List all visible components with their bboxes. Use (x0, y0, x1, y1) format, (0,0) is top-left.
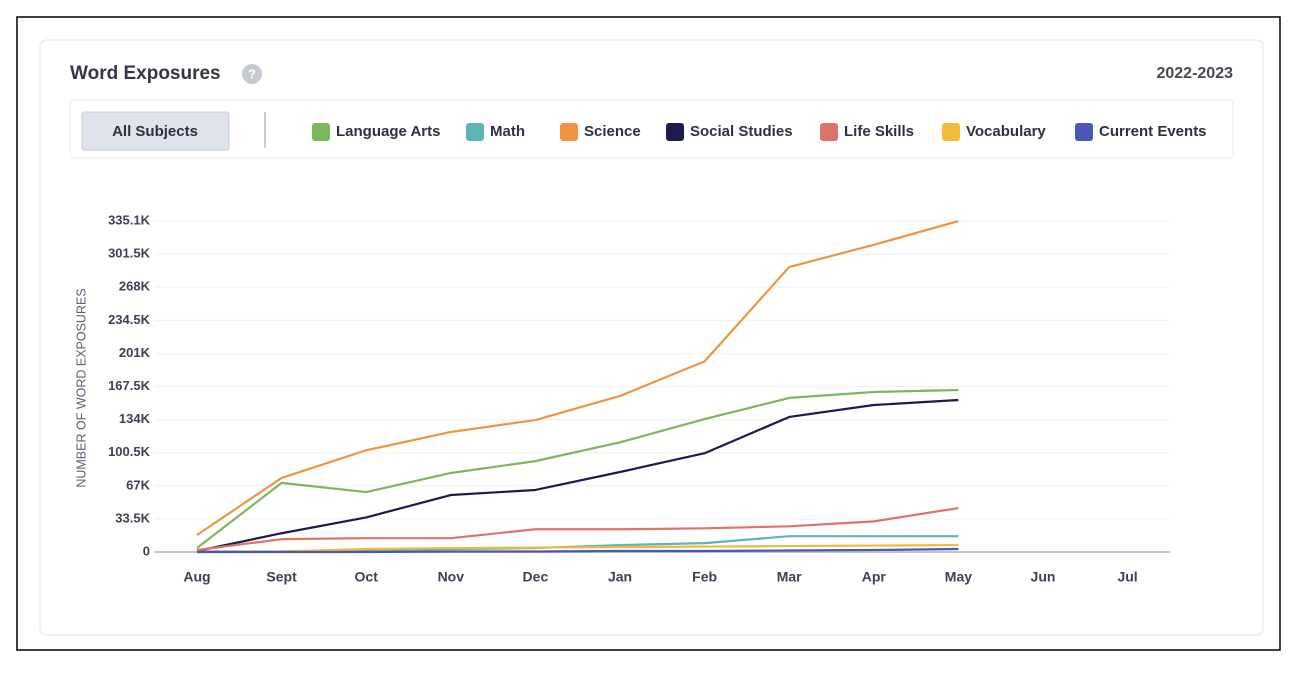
x-tick-label: Jun (1031, 569, 1056, 585)
y-axis-label: NUMBER OF WORD EXPOSURES (74, 288, 88, 487)
y-tick-label: 301.5K (108, 246, 151, 261)
y-tick-label: 0 (143, 543, 150, 558)
series-line (196, 220, 959, 536)
x-tick-label: Oct (355, 569, 379, 585)
legend-icon (466, 123, 484, 141)
legend-icon (1075, 123, 1093, 141)
legend-label: Vocabulary (966, 123, 1046, 140)
filter-bar (69, 99, 1234, 159)
x-tick-label: Mar (777, 569, 802, 585)
y-tick-label: 67K (126, 477, 150, 492)
y-tick-label: 100.5K (108, 444, 151, 459)
legend-icon (820, 123, 838, 141)
x-tick-label: Dec (523, 569, 549, 585)
legend-label: Current Events (1099, 123, 1207, 140)
y-tick-label: 33.5K (115, 510, 150, 525)
help-glyph: ? (248, 66, 256, 81)
y-tick-label: 167.5K (108, 378, 151, 393)
filter-button-label: All Subjects (112, 123, 198, 140)
y-tick-label: 201K (119, 345, 151, 360)
help-circle (242, 64, 262, 84)
legend-item[interactable]: Current Events (1075, 123, 1207, 141)
legend-label: Life Skills (844, 123, 914, 140)
series-line (196, 543, 959, 554)
y-tick-label: 335.1K (108, 212, 151, 227)
legend-item[interactable]: Vocabulary (942, 123, 1046, 141)
legend-icon (942, 123, 960, 141)
legend-icon (666, 123, 684, 141)
period: 2022-2023 (1156, 65, 1233, 82)
legend-label: Science (584, 123, 641, 140)
y-tick-label: 268K (119, 279, 151, 294)
y-tick-label: 134K (119, 411, 151, 426)
x-tick-label: Jul (1117, 569, 1137, 585)
y-tick-label: 234.5K (108, 312, 151, 327)
series-line (196, 398, 959, 553)
legend-icon (312, 123, 330, 141)
legend-label: Language Arts (336, 123, 440, 140)
x-tick-label: May (945, 569, 972, 585)
x-tick-label: Aug (183, 569, 210, 585)
legend-label: Social Studies (690, 123, 793, 140)
filter-button[interactable] (81, 111, 230, 151)
legend-item[interactable]: Language Arts (312, 123, 440, 141)
help-icon[interactable]: ? (242, 64, 262, 84)
legend-item[interactable]: Math (466, 123, 525, 141)
legend-label: Math (490, 123, 525, 140)
x-tick-label: Sept (266, 569, 297, 585)
x-tick-label: Nov (438, 569, 465, 585)
card-title: Word Exposures (70, 63, 221, 84)
legend-item[interactable]: Science (560, 123, 641, 141)
series-line (196, 388, 959, 549)
legend-icon (560, 123, 578, 141)
legend-item[interactable]: Life Skills (820, 123, 914, 141)
legend-item[interactable]: Social Studies (666, 123, 793, 141)
x-tick-label: Jan (608, 569, 632, 585)
series-line (196, 506, 959, 552)
series-line (197, 547, 959, 554)
x-tick-label: Apr (862, 569, 887, 585)
x-tick-label: Feb (692, 569, 717, 585)
